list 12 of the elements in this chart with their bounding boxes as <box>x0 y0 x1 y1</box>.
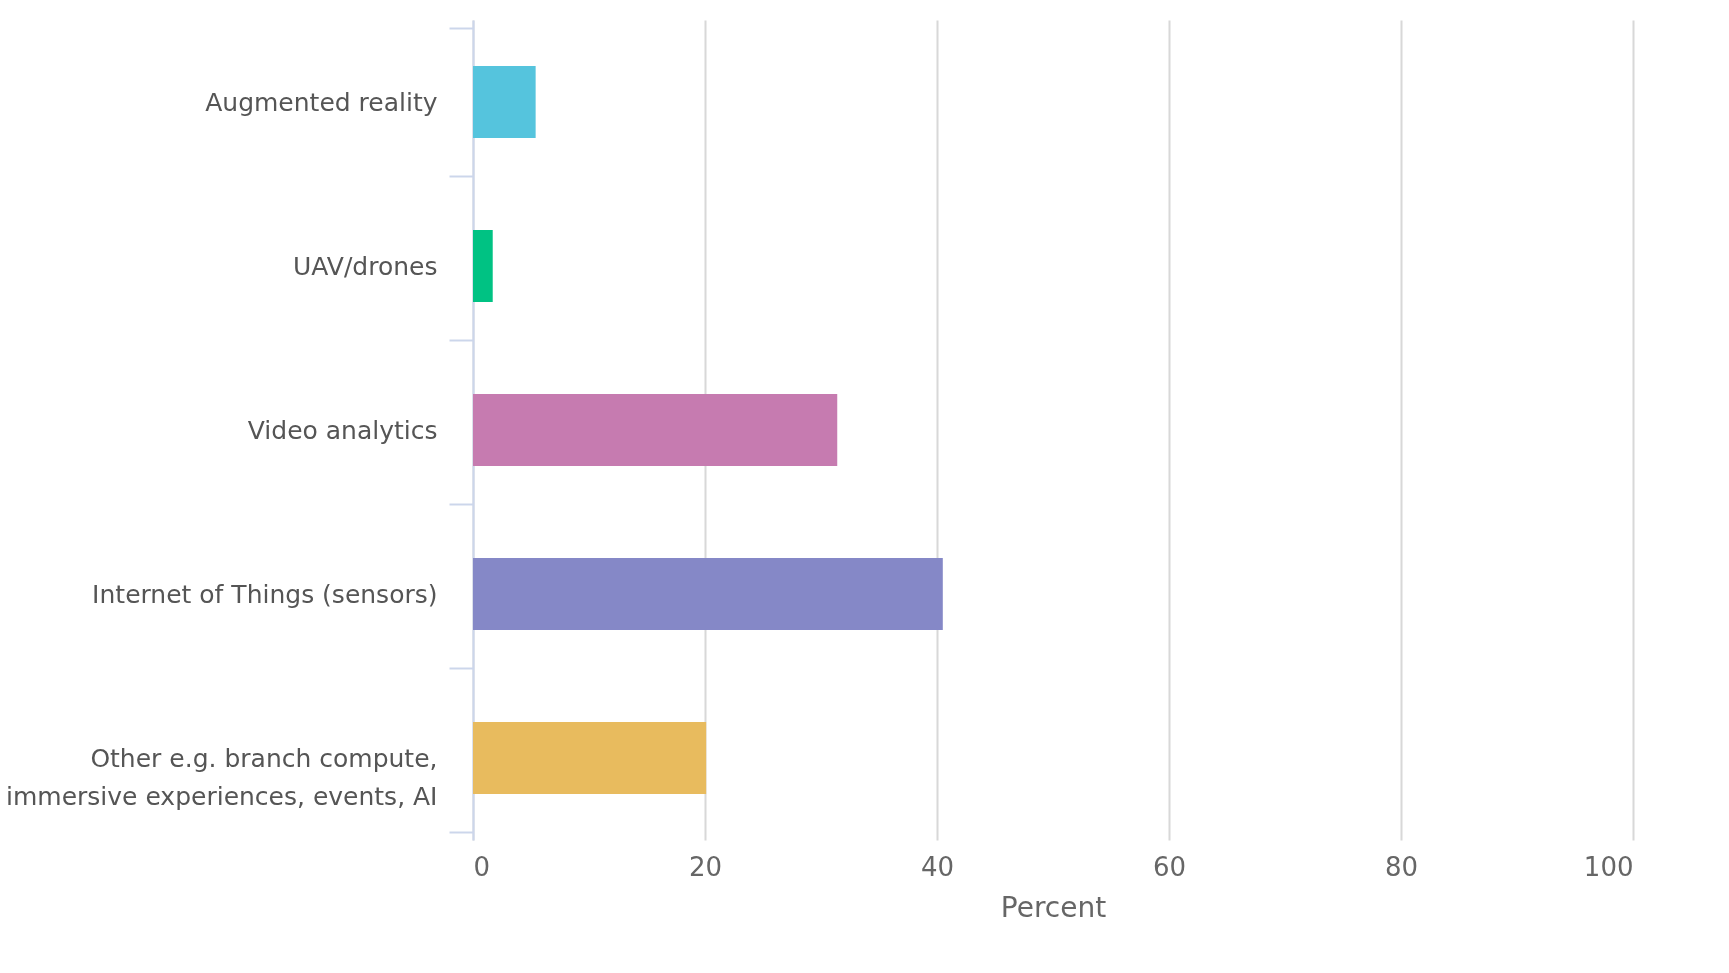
x-tick-label: 0 <box>473 851 491 882</box>
x-tick-label: 80 <box>1384 851 1419 882</box>
y-tick-label: Other e.g. branch compute, immersive experiences, events, AI <box>6 743 438 811</box>
y-tick-label: Internet of Things (sensors) <box>92 579 438 609</box>
y-tick-label: Augmented reality <box>205 87 438 117</box>
x-tick-label: 60 <box>1152 851 1187 882</box>
x-tick-label: 20 <box>688 851 723 882</box>
x-tick-label: 100 <box>1583 851 1634 882</box>
x-tick-label: 40 <box>920 851 955 882</box>
y-tick-label: Video analytics <box>247 415 438 445</box>
y-tick-label: UAV/drones <box>293 251 438 281</box>
x-axis-title: Percent <box>1000 890 1107 924</box>
